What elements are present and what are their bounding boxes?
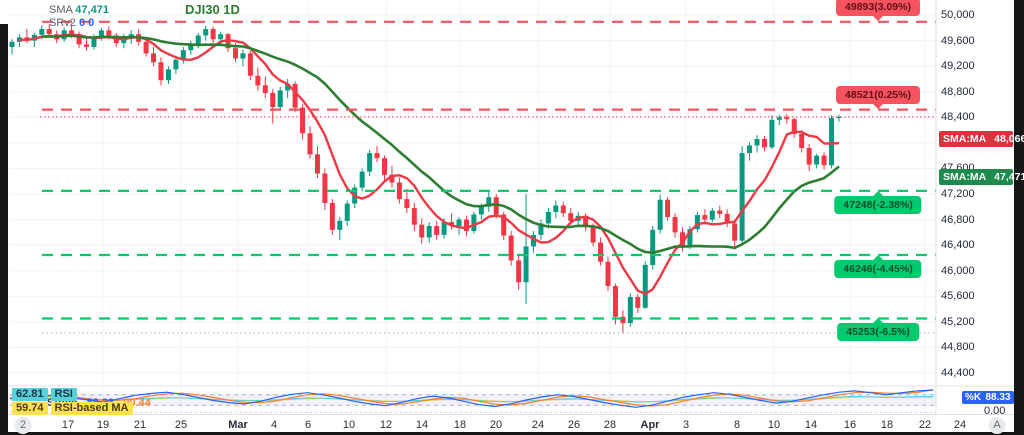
rsi-ma-value-chip: 59.74 <box>12 402 48 415</box>
legend-sma-value: 47,471 <box>75 4 109 16</box>
legend-srv2-value-2: 0 <box>88 17 95 29</box>
time-tick-label: 10 <box>342 419 356 431</box>
legend-srv2-row[interactable]: SRv2 0 0 <box>49 17 109 30</box>
time-tick-label: 28 <box>603 419 617 431</box>
time-tick-label: 25 <box>174 419 188 431</box>
sma-badge-label: SMA:MA <box>943 170 987 183</box>
time-tick-label: 16 <box>843 419 857 431</box>
time-tick-label: Apr <box>640 419 660 431</box>
bottom-edge-strip <box>0 432 1024 435</box>
badge-pointer-icon <box>872 254 884 261</box>
time-tick-label: 21 <box>133 419 147 431</box>
price-tick-label: 48,800 <box>941 85 975 98</box>
badge-pointer-icon <box>872 14 884 21</box>
price-tick-label: 49,600 <box>941 34 975 47</box>
price-alert-label[interactable]: 48521(0.25%) <box>836 85 920 109</box>
legend-sma-label: SMA <box>49 4 73 16</box>
time-tick-label: 6 <box>304 419 312 431</box>
price-tick-label: 46,800 <box>941 213 975 226</box>
price-alert-label[interactable]: 47248(-2.38%) <box>834 190 922 214</box>
sma-badge-value: 48,066 <box>994 132 1024 145</box>
price-alert-label[interactable]: 46246(-4.45%) <box>834 254 922 278</box>
time-tick-label: 12 <box>379 419 393 431</box>
price-tick-label: 45,600 <box>941 290 975 303</box>
sma-axis-badge: SMA:MA 47,471 <box>939 168 1024 185</box>
time-tick-label: 8 <box>733 419 741 431</box>
time-tick-label: 3 <box>682 419 690 431</box>
time-tick-label: 14 <box>415 419 429 431</box>
time-tick-label: 22 <box>918 419 932 431</box>
price-tick-label: 46,400 <box>941 239 975 252</box>
price-tick-label: 47,200 <box>941 187 975 200</box>
time-tick-label: 26 <box>567 419 581 431</box>
price-alert-label[interactable]: 49893(3.09%) <box>836 0 920 21</box>
time-tick-label: 20 <box>489 419 503 431</box>
sma-badge-label: SMA:MA <box>943 132 987 145</box>
rsi-ma-legend-row[interactable]: 59.74 RSI-based MA <box>12 402 133 415</box>
sma-badge-value: 47,471 <box>994 170 1024 183</box>
price-tick-label: 44,800 <box>941 341 975 354</box>
badge-pointer-icon <box>872 102 884 109</box>
time-axis-button[interactable]: A <box>988 417 1006 434</box>
legend-srv2-label: SRv2 <box>49 17 76 29</box>
time-tick-label: 18 <box>880 419 894 431</box>
price-alert-label[interactable]: 45253(-6.5%) <box>837 318 919 342</box>
rsi-name-chip: RSI <box>50 388 77 401</box>
left-edge-strip <box>0 24 8 435</box>
sma-axis-badge: SMA:MA 48,066 <box>939 130 1024 147</box>
time-tick-label: 14 <box>804 419 818 431</box>
legend-sma-row[interactable]: SMA 47,471 <box>49 4 109 17</box>
time-tick-label: 18 <box>453 419 467 431</box>
price-tick-label: 45,200 <box>941 315 975 328</box>
right-edge-strip <box>1014 0 1024 435</box>
legend-srv2-value-1: 0 <box>78 17 86 29</box>
indicator-zero-label: 0.00 <box>984 405 1006 417</box>
time-tick-label: 24 <box>953 419 967 431</box>
price-tick-label: 49,200 <box>941 60 975 73</box>
rsi-ma-name-chip: RSI-based MA <box>50 402 133 415</box>
price-tick-label: 50,000 <box>941 9 975 21</box>
indicator-legend: SMA 47,471 SRv2 0 0 <box>49 4 109 30</box>
time-tick-label: 17 <box>61 419 75 431</box>
price-tick-label: 48,400 <box>941 111 975 124</box>
time-tick-label: 10 <box>767 419 781 431</box>
time-axis-button[interactable]: 2 <box>14 417 32 434</box>
rsi-legend-row[interactable]: 62.81 RSI <box>12 388 77 401</box>
chart-title: DJI30 1D <box>185 2 240 17</box>
price-tick-label: 44,400 <box>941 366 975 379</box>
price-tick-label: 46,000 <box>941 264 975 277</box>
badge-pointer-icon <box>872 190 884 197</box>
time-tick-label: Mar <box>228 419 248 431</box>
time-tick-label: 24 <box>531 419 545 431</box>
rsi-value-chip: 62.81 <box>12 388 48 401</box>
stoch-k-value-badge: 88.33 <box>982 391 1014 404</box>
time-tick-label: 4 <box>270 419 278 431</box>
badge-pointer-icon <box>872 318 884 325</box>
stoch-k-badge: %K <box>962 391 985 404</box>
time-tick-label: 19 <box>96 419 110 431</box>
